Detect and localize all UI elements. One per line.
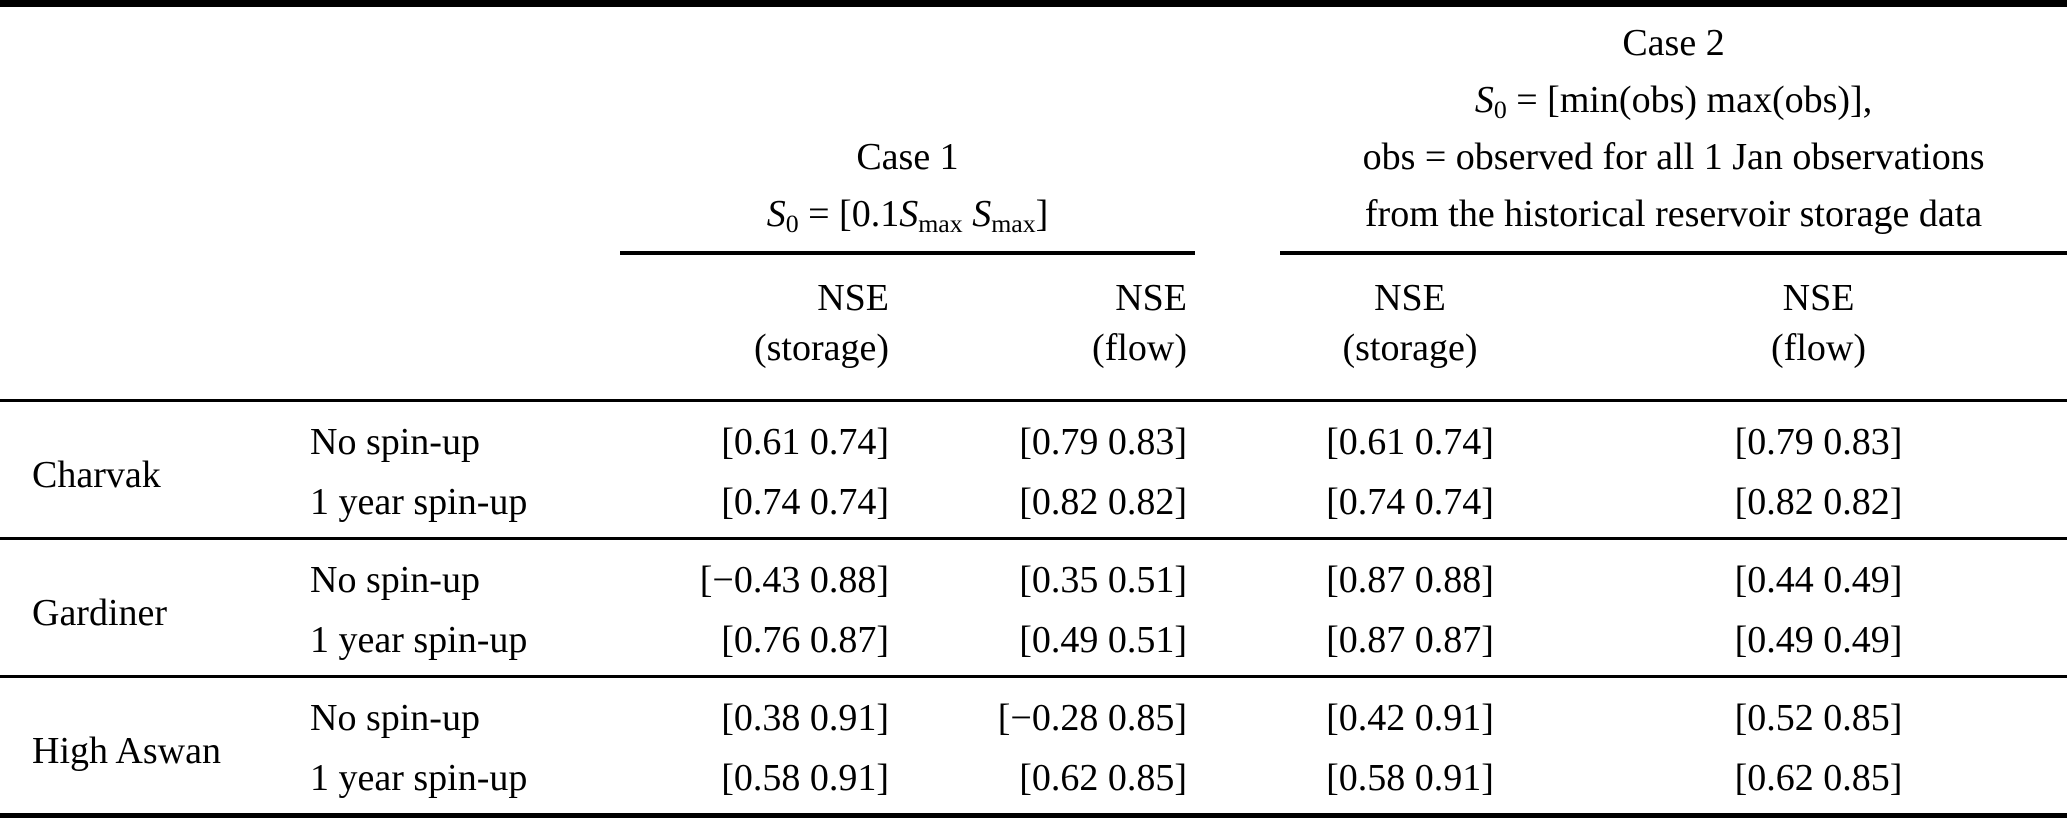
case2-formula: S0 = [min(obs) max(obs)], — [1474, 79, 1873, 125]
empty-stub-cell — [0, 255, 620, 401]
cell-case1-flow: [0.35 0.51] — [1019, 559, 1188, 601]
storage-label: (storage) — [753, 327, 889, 369]
cell-case1-storage: [0.61 0.74] — [721, 421, 889, 463]
cell-case2-storage: [0.58 0.91] — [1326, 757, 1494, 799]
case2-obs-definition: obs = observed for all 1 Jan observation… — [1362, 136, 1985, 178]
case1-formula: S0 = [0.1Smax Smax] — [766, 193, 1049, 239]
cell-case1-flow: [0.49 0.51] — [1019, 619, 1188, 661]
reservoir-name: Gardiner — [32, 591, 168, 634]
table-row: High Aswan No spin-up [0.38 0.91] [−0.28… — [0, 677, 2067, 772]
table-row: Gardiner No spin-up [−0.43 0.88] [0.35 0… — [0, 539, 2067, 634]
table-row: Charvak No spin-up [0.61 0.74] [0.79 0.8… — [0, 401, 2067, 496]
col-header-case1-nse-flow: NSE (flow) — [895, 255, 1195, 401]
spinup-label: No spin-up — [310, 559, 480, 601]
col-header-case1-nse-storage: NSE (storage) — [620, 255, 895, 401]
cell-case2-storage: [0.42 0.91] — [1326, 697, 1494, 739]
empty-stub-cell — [0, 4, 620, 256]
cell-case2-flow: [0.44 0.49] — [1734, 559, 1903, 601]
cell-case2-flow: [0.62 0.85] — [1734, 757, 1903, 799]
flow-label: (flow) — [1771, 327, 1866, 369]
case2-obs-source: from the historical reservoir storage da… — [1364, 193, 1983, 235]
cell-case2-storage: [0.87 0.88] — [1326, 559, 1494, 601]
col-header-case2-nse-storage: NSE (storage) — [1195, 255, 1625, 401]
row-group-gardiner: Gardiner No spin-up [−0.43 0.88] [0.35 0… — [0, 538, 2067, 677]
cell-case1-flow: [0.79 0.83] — [1019, 421, 1188, 463]
cell-case1-storage: [−0.43 0.88] — [699, 559, 889, 601]
cell-case2-flow: [0.79 0.83] — [1734, 421, 1903, 463]
case2-title: Case 2 — [1622, 22, 1725, 64]
reservoir-name: High Aswan — [32, 729, 221, 772]
table-header: Case 1 S0 = [0.1Smax Smax] Case 2 S0 = [… — [0, 4, 2067, 401]
case2-group-header: Case 2 S0 = [min(obs) max(obs)], obs = o… — [1195, 4, 2067, 255]
row-group-high-aswan: High Aswan No spin-up [0.38 0.91] [−0.28… — [0, 676, 2067, 817]
cell-case1-flow: [0.82 0.82] — [1019, 481, 1188, 523]
table-row: 1 year spin-up [0.58 0.91] [0.62 0.85] [… — [0, 748, 2067, 816]
nse-label: NSE — [1374, 277, 1446, 319]
case1-header-block: Case 1 S0 = [0.1Smax Smax] — [620, 121, 1196, 255]
spinup-label: 1 year spin-up — [310, 619, 528, 661]
spinup-label: 1 year spin-up — [310, 481, 528, 523]
cell-case2-flow: [0.82 0.82] — [1734, 481, 1903, 523]
cell-case1-storage: [0.76 0.87] — [721, 619, 889, 661]
col-header-case2-nse-flow: NSE (flow) — [1625, 255, 2067, 401]
spinup-label: No spin-up — [310, 421, 480, 463]
flow-label: (flow) — [1092, 327, 1188, 369]
cell-case2-storage: [0.87 0.87] — [1326, 619, 1494, 661]
row-group-charvak: Charvak No spin-up [0.61 0.74] [0.79 0.8… — [0, 400, 2067, 539]
cell-case1-flow: [−0.28 0.85] — [997, 697, 1188, 739]
nse-label: NSE — [1115, 277, 1188, 319]
spinup-label: No spin-up — [310, 697, 480, 739]
storage-label: (storage) — [1342, 327, 1478, 369]
cell-case2-storage: [0.74 0.74] — [1326, 481, 1494, 523]
table-row: 1 year spin-up [0.76 0.87] [0.49 0.51] [… — [0, 610, 2067, 677]
cell-case2-flow: [0.52 0.85] — [1734, 697, 1903, 739]
reservoir-name: Charvak — [32, 453, 161, 496]
case2-header-block: Case 2 S0 = [min(obs) max(obs)], obs = o… — [1280, 7, 2067, 255]
spinup-label: 1 year spin-up — [310, 757, 528, 799]
cell-case1-storage: [0.74 0.74] — [721, 481, 889, 523]
metric-header-row: NSE (storage) NSE (flow) NSE (storage) N… — [0, 255, 2067, 401]
nse-label: NSE — [1782, 277, 1855, 319]
case1-group-header: Case 1 S0 = [0.1Smax Smax] — [620, 4, 1196, 255]
cell-case2-storage: [0.61 0.74] — [1326, 421, 1494, 463]
cell-case1-flow: [0.62 0.85] — [1019, 757, 1188, 799]
cell-case1-storage: [0.58 0.91] — [721, 757, 889, 799]
cell-case2-flow: [0.49 0.49] — [1734, 619, 1903, 661]
table-row: 1 year spin-up [0.74 0.74] [0.82 0.82] [… — [0, 472, 2067, 539]
nse-label: NSE — [817, 277, 889, 319]
cell-case1-storage: [0.38 0.91] — [721, 697, 889, 739]
case-group-header-row: Case 1 S0 = [0.1Smax Smax] Case 2 S0 = [… — [0, 4, 2067, 256]
case1-title: Case 1 — [856, 136, 959, 178]
